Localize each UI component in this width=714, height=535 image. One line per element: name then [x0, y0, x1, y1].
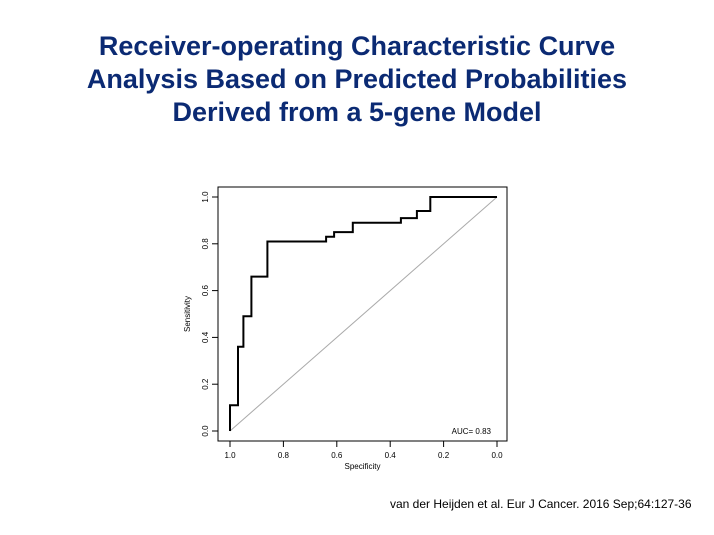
auc-label: AUC= 0.83 [452, 427, 492, 436]
title-line-1: Receiver-operating Characteristic Curve [98, 31, 616, 61]
title-line-2: Analysis Based on Predicted Probabilitie… [86, 64, 628, 94]
x-tick-label-3: 0.4 [385, 451, 397, 460]
x-tick-label-2: 0.6 [331, 451, 343, 460]
slide-title: Receiver-operating Characteristic Curve … [0, 30, 714, 129]
x-tick-label-4: 0.2 [438, 451, 450, 460]
roc-curve-0 [229, 196, 497, 431]
y-axis-title: Sensitivity [183, 296, 192, 332]
y-tick-label-4: 0.8 [201, 238, 210, 250]
reference-diagonal [229, 196, 498, 432]
citation: van der Heijden et al. Eur J Cancer. 201… [390, 497, 692, 511]
y-tick-label-0: 0.0 [201, 425, 210, 437]
y-tick-label-2: 0.4 [201, 331, 210, 343]
y-tick-label-5: 1.0 [201, 191, 210, 203]
x-tick-label-0: 1.0 [224, 451, 236, 460]
y-tick-label-3: 0.6 [201, 284, 210, 296]
x-tick-label-5: 0.0 [491, 451, 503, 460]
y-tick-label-1: 0.2 [201, 378, 210, 390]
x-axis-title: Specificity [344, 462, 380, 471]
title-line-3: Derived from a 5-gene Model [172, 97, 542, 127]
x-tick-label-1: 0.8 [278, 451, 290, 460]
